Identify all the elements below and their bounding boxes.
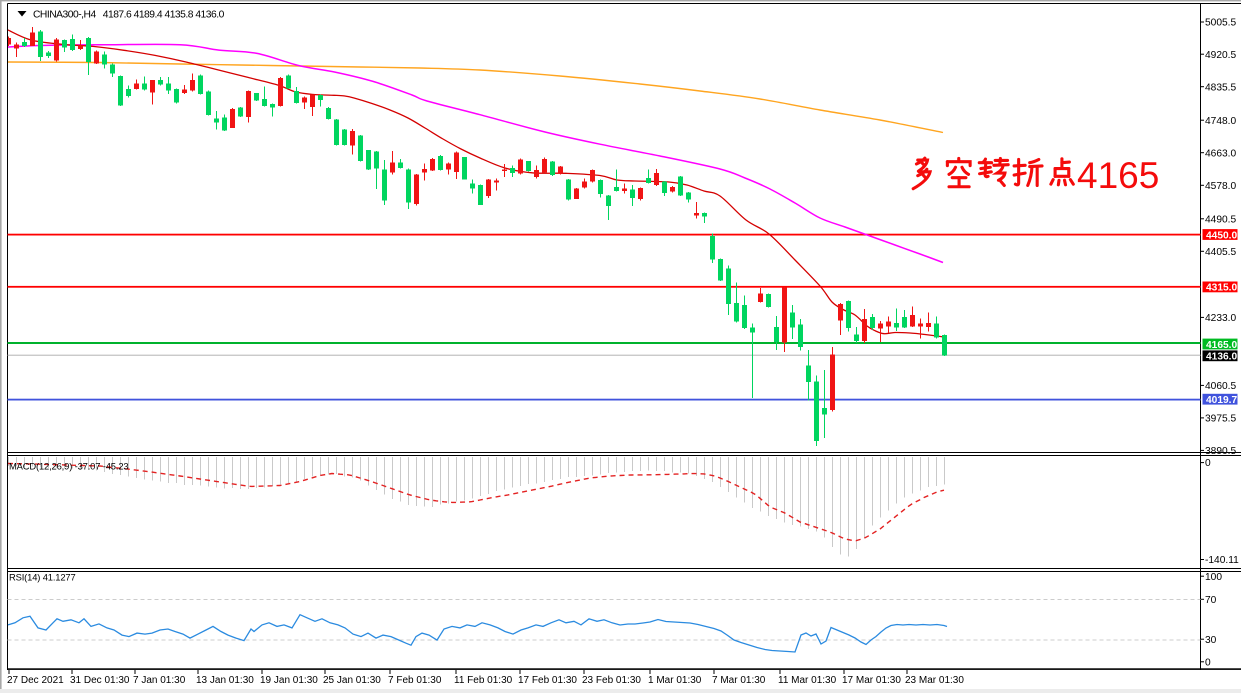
svg-text:5005.5: 5005.5 [1205, 18, 1236, 29]
svg-text:4663.0: 4663.0 [1205, 148, 1236, 159]
svg-text:4315.0: 4315.0 [1206, 283, 1237, 294]
svg-text:4450.0: 4450.0 [1206, 230, 1237, 241]
svg-text:0: 0 [1205, 458, 1211, 469]
svg-text:4136.0: 4136.0 [1206, 352, 1237, 363]
svg-text:11 Mar 01:30: 11 Mar 01:30 [778, 675, 837, 686]
svg-text:23 Feb 01:30: 23 Feb 01:30 [582, 675, 641, 686]
svg-text:70: 70 [1205, 595, 1217, 606]
svg-text:4019.7: 4019.7 [1206, 395, 1237, 406]
svg-text:4165.0: 4165.0 [1206, 340, 1237, 351]
svg-text:25 Jan 01:30: 25 Jan 01:30 [323, 675, 381, 686]
svg-text:4165: 4165 [1077, 155, 1159, 196]
svg-text:0: 0 [1205, 657, 1211, 668]
svg-text:3890.5: 3890.5 [1205, 446, 1236, 457]
svg-text:17 Mar 01:30: 17 Mar 01:30 [842, 675, 901, 686]
svg-text:30: 30 [1205, 635, 1217, 646]
svg-text:4835.5: 4835.5 [1205, 82, 1236, 93]
svg-text:23 Mar 01:30: 23 Mar 01:30 [905, 675, 964, 686]
svg-text:31 Dec 01:30: 31 Dec 01:30 [70, 675, 130, 686]
svg-text:7 Jan 01:30: 7 Jan 01:30 [133, 675, 186, 686]
svg-text:4748.0: 4748.0 [1205, 116, 1236, 127]
svg-text:RSI(14) 41.1277: RSI(14) 41.1277 [9, 572, 76, 583]
svg-text:4233.0: 4233.0 [1205, 313, 1236, 324]
svg-text:27 Dec 2021: 27 Dec 2021 [7, 675, 64, 686]
svg-text:7 Mar 01:30: 7 Mar 01:30 [712, 675, 766, 686]
svg-text:4578.0: 4578.0 [1205, 181, 1236, 192]
svg-text:MACD(12,26,9) -37.07 -45.23: MACD(12,26,9) -37.07 -45.23 [9, 461, 128, 472]
svg-text:-140.11: -140.11 [1205, 555, 1239, 566]
svg-text:100: 100 [1205, 572, 1222, 583]
svg-text:1 Mar 01:30: 1 Mar 01:30 [648, 675, 702, 686]
svg-text:17 Feb 01:30: 17 Feb 01:30 [518, 675, 577, 686]
svg-text:4060.5: 4060.5 [1205, 381, 1236, 392]
svg-text:3975.5: 3975.5 [1205, 414, 1236, 425]
svg-text:7 Feb 01:30: 7 Feb 01:30 [388, 675, 442, 686]
svg-text:11 Feb 01:30: 11 Feb 01:30 [454, 675, 513, 686]
svg-text:4490.5: 4490.5 [1205, 214, 1236, 225]
svg-text:4920.5: 4920.5 [1205, 50, 1236, 61]
svg-text:CHINA300-,H4 4187.6 4189.4 4: CHINA300-,H4 4187.6 4189.4 4135.8 4136.0 [33, 10, 225, 21]
svg-text:13 Jan 01:30: 13 Jan 01:30 [196, 675, 254, 686]
svg-text:4405.5: 4405.5 [1205, 247, 1236, 258]
svg-text:19 Jan 01:30: 19 Jan 01:30 [260, 675, 318, 686]
